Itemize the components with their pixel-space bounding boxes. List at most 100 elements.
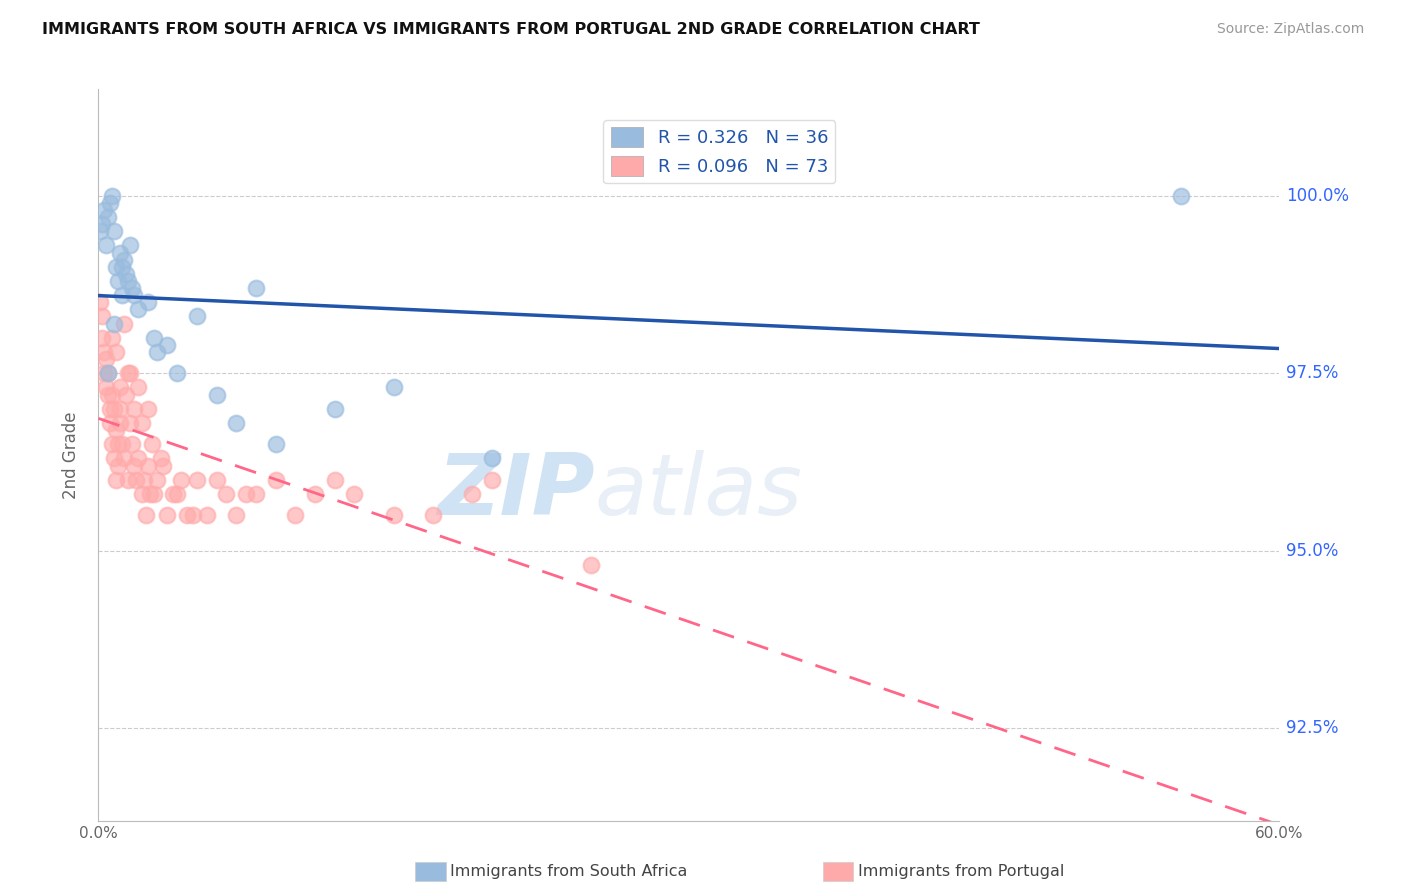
Point [101,331,124,345]
Point [127,380,149,394]
Point [89,224,111,238]
Text: 100.0%: 100.0% [1286,186,1350,205]
Point [97,210,120,224]
Point [117,274,139,288]
Point [91,310,114,324]
Point [122,458,145,473]
Point [101,387,124,401]
Point [205,473,228,487]
Point [107,437,129,451]
Point [97,366,120,380]
Point [111,437,134,451]
Point [127,302,149,317]
Point [215,487,238,501]
Point [264,473,287,487]
Point [142,487,165,501]
Text: Immigrants from South Africa: Immigrants from South Africa [450,864,688,879]
Point [111,288,134,302]
Point [235,487,257,501]
Point [481,473,503,487]
Point [1170,188,1192,202]
Point [98,416,121,430]
Point [93,345,115,359]
Point [112,252,135,267]
Point [579,558,602,572]
Point [115,387,138,401]
Point [382,380,405,394]
Point [96,352,118,367]
Point [162,487,184,501]
Point [93,202,115,217]
Point [97,366,120,380]
Point [245,281,267,295]
Point [195,508,218,523]
Point [108,245,131,260]
Point [103,224,125,238]
Text: atlas: atlas [595,450,803,533]
Point [107,274,129,288]
Point [112,317,135,331]
Point [264,437,287,451]
Point [141,437,163,451]
Point [122,401,145,416]
Text: 92.5%: 92.5% [1286,719,1339,738]
Point [98,195,121,210]
Point [103,401,125,416]
Point [105,345,128,359]
Point [422,508,444,523]
Point [304,487,326,501]
Point [170,473,193,487]
Point [146,345,169,359]
Point [91,217,114,231]
Point [136,458,159,473]
Point [131,487,153,501]
Point [91,331,114,345]
Point [382,508,405,523]
Point [323,401,346,416]
Point [118,238,141,252]
Point [156,338,179,352]
Point [108,416,131,430]
Point [98,401,121,416]
Point [225,416,247,430]
Point [111,260,134,274]
Point [323,473,346,487]
Point [343,487,366,501]
Point [105,260,128,274]
Point [461,487,484,501]
Point [132,473,155,487]
Point [135,508,157,523]
Point [122,288,145,302]
Point [152,458,174,473]
Point [142,331,165,345]
Point [166,366,188,380]
Point [125,473,148,487]
Point [131,416,153,430]
Point [96,238,118,252]
Text: Immigrants from Portugal: Immigrants from Portugal [858,864,1064,879]
Point [156,508,179,523]
Point [136,295,159,310]
Text: ZIP: ZIP [437,450,595,533]
Point [121,437,143,451]
Point [101,188,124,202]
Point [112,451,135,466]
Point [186,473,208,487]
Point [103,317,125,331]
Point [136,401,159,416]
Point [118,366,141,380]
Point [96,380,118,394]
Point [205,387,228,401]
Text: 97.5%: 97.5% [1286,364,1339,383]
Point [225,508,247,523]
Point [105,423,128,437]
Point [101,437,124,451]
Point [121,281,143,295]
Point [186,310,208,324]
Text: Source: ZipAtlas.com: Source: ZipAtlas.com [1216,22,1364,37]
Point [103,451,125,466]
Point [146,473,169,487]
Point [115,267,138,281]
Legend: R = 0.326   N = 36, R = 0.096   N = 73: R = 0.326 N = 36, R = 0.096 N = 73 [603,120,835,184]
Point [108,401,131,416]
